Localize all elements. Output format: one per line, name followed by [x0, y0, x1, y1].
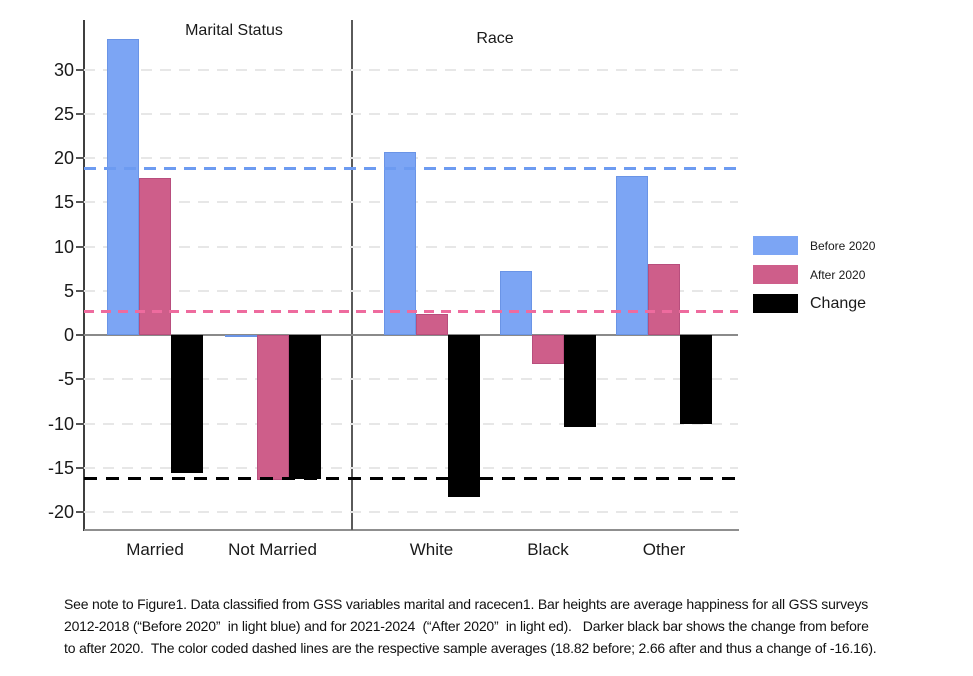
y-tick-label: 10	[53, 236, 74, 257]
legend-label: After 2020	[810, 267, 866, 282]
bar-after-2020-white	[415, 313, 448, 336]
bar-after-2020-other	[648, 264, 680, 336]
y-tick-mark	[76, 157, 84, 160]
category-label-other: Other	[642, 540, 686, 559]
change-swatch	[753, 294, 798, 313]
category-label-black: Black	[527, 540, 569, 559]
y-tick-mark	[76, 511, 84, 514]
gridline	[84, 378, 738, 381]
category-label-white: White	[409, 540, 454, 559]
reference-line-after-average	[84, 310, 738, 314]
bar-change-not-married	[288, 335, 321, 479]
panel-title-marital-status: Marital Status	[185, 22, 283, 39]
y-tick-label: -15	[47, 458, 74, 479]
gridline	[84, 68, 738, 71]
bar-before-2020-married	[107, 39, 139, 336]
panel-title-race: Race	[476, 30, 514, 47]
y-tick-label: 5	[63, 280, 74, 301]
gridline	[84, 422, 738, 425]
reference-line-change-average	[84, 476, 738, 480]
gridline	[84, 511, 738, 514]
y-tick-mark	[76, 422, 84, 425]
bar-after-2020-black	[532, 335, 564, 364]
plot-area: Marital Status Race Married Not Married Wh…	[84, 20, 738, 559]
bar-change-white	[447, 335, 480, 498]
caption-line: 2012-2018 (“Before 2020” in light blue) …	[64, 618, 869, 634]
y-tick-mark	[76, 68, 84, 71]
gridline	[84, 467, 738, 470]
bar-before-2020-not-married	[224, 335, 257, 338]
y-tick-label: -5	[57, 369, 74, 390]
legend-label: Change	[810, 294, 867, 312]
y-tick-mark	[76, 378, 84, 381]
bar-after-2020-not-married	[256, 335, 289, 480]
legend-item-after-2020: After 2020	[753, 265, 875, 284]
y-tick-mark	[76, 245, 84, 248]
caption-line: See note to Figure1. Data classified fro…	[64, 596, 869, 612]
legend-item-before-2020: Before 2020	[753, 236, 875, 255]
figure-caption: See note to Figure1. Data classified fro…	[64, 593, 944, 659]
y-tick-mark	[76, 334, 84, 337]
legend-item-change: Change	[753, 294, 875, 313]
y-tick-mark	[76, 467, 84, 470]
x-axis-line	[84, 529, 739, 531]
y-tick-label: -10	[47, 413, 74, 434]
bar-before-2020-other	[616, 175, 648, 336]
legend: Before 2020 After 2020 Change	[753, 236, 875, 323]
zero-axis-line	[84, 334, 738, 337]
y-tick-mark	[76, 289, 84, 292]
bar-after-2020-married	[139, 177, 171, 336]
y-tick-label: 0	[63, 325, 74, 346]
category-label-not-married: Not Married	[228, 540, 317, 559]
bar-before-2020-black	[500, 271, 532, 336]
category-label-married: Married	[126, 540, 184, 559]
bar-change-black	[564, 335, 596, 428]
y-tick-label: 25	[53, 103, 74, 124]
y-tick-mark	[76, 201, 84, 204]
y-axis-line	[83, 20, 85, 531]
before-2020-swatch	[753, 236, 798, 255]
y-tick-label: 30	[53, 59, 74, 80]
reference-line-before-average	[84, 167, 738, 171]
after-2020-swatch	[753, 265, 798, 284]
legend-label: Before 2020	[810, 238, 876, 253]
y-tick-mark	[76, 112, 84, 115]
bar-change-other	[680, 335, 712, 424]
bar-before-2020-white	[383, 151, 416, 336]
caption-line: to after 2020. The color coded dashed li…	[64, 640, 877, 656]
y-tick-label: 15	[53, 192, 74, 213]
gridline	[84, 112, 738, 115]
bar-change-married	[171, 335, 203, 474]
y-tick-label: -20	[47, 502, 74, 523]
panel-divider-line	[351, 20, 353, 530]
y-tick-label: 20	[53, 148, 74, 169]
